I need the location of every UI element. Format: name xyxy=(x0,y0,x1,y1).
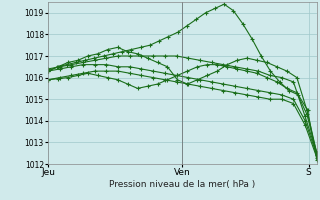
X-axis label: Pression niveau de la mer( hPa ): Pression niveau de la mer( hPa ) xyxy=(109,180,256,189)
